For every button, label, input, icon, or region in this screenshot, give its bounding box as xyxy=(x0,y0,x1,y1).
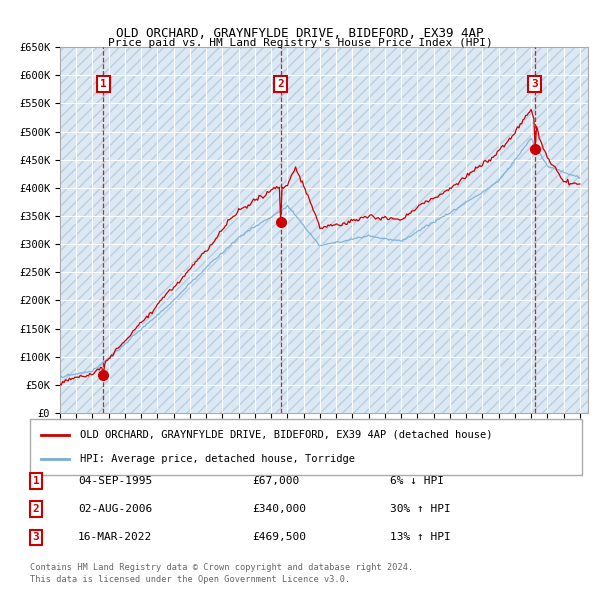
Text: £67,000: £67,000 xyxy=(252,476,299,486)
Text: 1: 1 xyxy=(32,476,40,486)
Text: £469,500: £469,500 xyxy=(252,533,306,542)
Text: 6% ↓ HPI: 6% ↓ HPI xyxy=(390,476,444,486)
Text: 30% ↑ HPI: 30% ↑ HPI xyxy=(390,504,451,514)
Text: 16-MAR-2022: 16-MAR-2022 xyxy=(78,533,152,542)
Text: This data is licensed under the Open Government Licence v3.0.: This data is licensed under the Open Gov… xyxy=(30,575,350,584)
Text: Price paid vs. HM Land Registry's House Price Index (HPI): Price paid vs. HM Land Registry's House … xyxy=(107,38,493,48)
Text: 1: 1 xyxy=(100,79,107,88)
Text: 3: 3 xyxy=(531,79,538,88)
Text: 02-AUG-2006: 02-AUG-2006 xyxy=(78,504,152,514)
Text: 2: 2 xyxy=(277,79,284,88)
Text: 13% ↑ HPI: 13% ↑ HPI xyxy=(390,533,451,542)
Text: £340,000: £340,000 xyxy=(252,504,306,514)
Text: 04-SEP-1995: 04-SEP-1995 xyxy=(78,476,152,486)
Text: HPI: Average price, detached house, Torridge: HPI: Average price, detached house, Torr… xyxy=(80,454,355,464)
Text: Contains HM Land Registry data © Crown copyright and database right 2024.: Contains HM Land Registry data © Crown c… xyxy=(30,563,413,572)
Text: OLD ORCHARD, GRAYNFYLDE DRIVE, BIDEFORD, EX39 4AP: OLD ORCHARD, GRAYNFYLDE DRIVE, BIDEFORD,… xyxy=(116,27,484,40)
Text: 2: 2 xyxy=(32,504,40,514)
Text: OLD ORCHARD, GRAYNFYLDE DRIVE, BIDEFORD, EX39 4AP (detached house): OLD ORCHARD, GRAYNFYLDE DRIVE, BIDEFORD,… xyxy=(80,430,492,440)
FancyBboxPatch shape xyxy=(30,419,582,475)
Text: 3: 3 xyxy=(32,533,40,542)
